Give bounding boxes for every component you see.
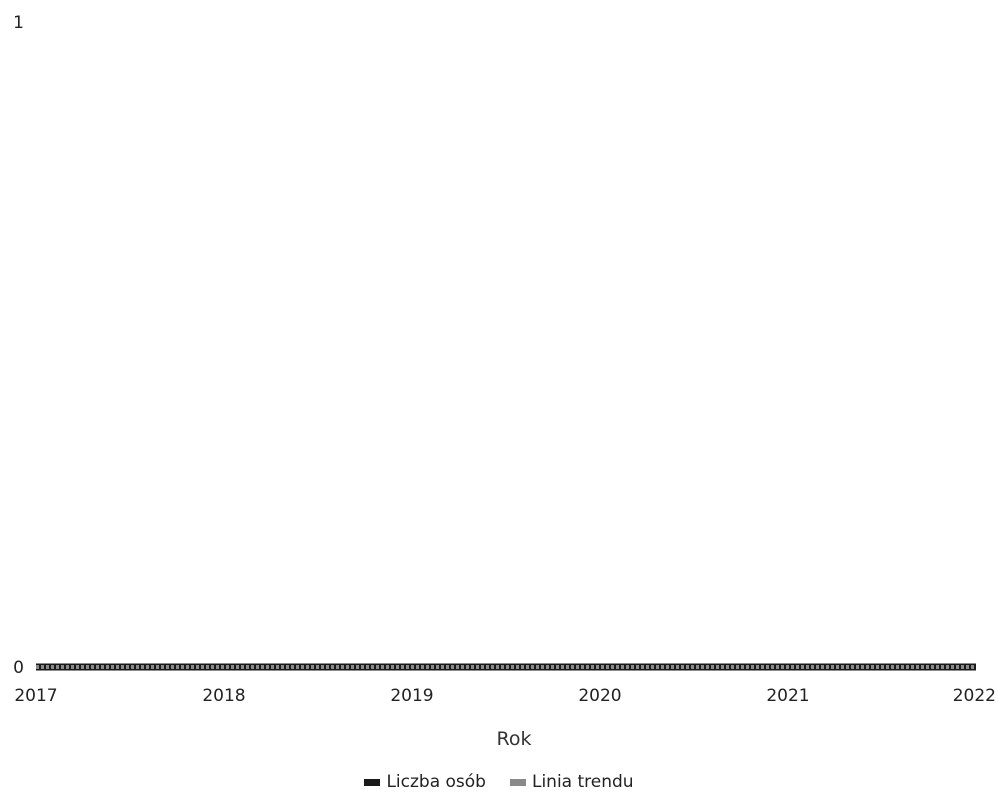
y-tick-label: 0 — [13, 658, 24, 678]
x-tick-label: 2017 — [14, 686, 57, 706]
legend-label: Linia trendu — [531, 772, 634, 792]
x-axis: 2017 2018 2019 2020 2021 2022 — [14, 686, 996, 706]
y-axis: 01 — [13, 13, 24, 678]
x-axis-title: Rok — [497, 728, 532, 750]
x-tick-label: 2020 — [578, 686, 621, 706]
legend-swatch — [364, 778, 381, 786]
y-tick-label: 1 — [13, 13, 24, 33]
x-tick-label: 2021 — [766, 686, 809, 706]
legend-label: Liczba osób — [386, 772, 486, 792]
legend-swatch — [509, 778, 526, 786]
x-tick-label: 2018 — [202, 686, 245, 706]
x-tick-label: 2019 — [390, 686, 433, 706]
legend-item: Liczba osób — [364, 772, 486, 792]
legend-item: Linia trendu — [509, 772, 634, 792]
x-tick-label: 2022 — [953, 686, 996, 706]
legend: Liczba osób Linia trendu — [0, 772, 998, 792]
